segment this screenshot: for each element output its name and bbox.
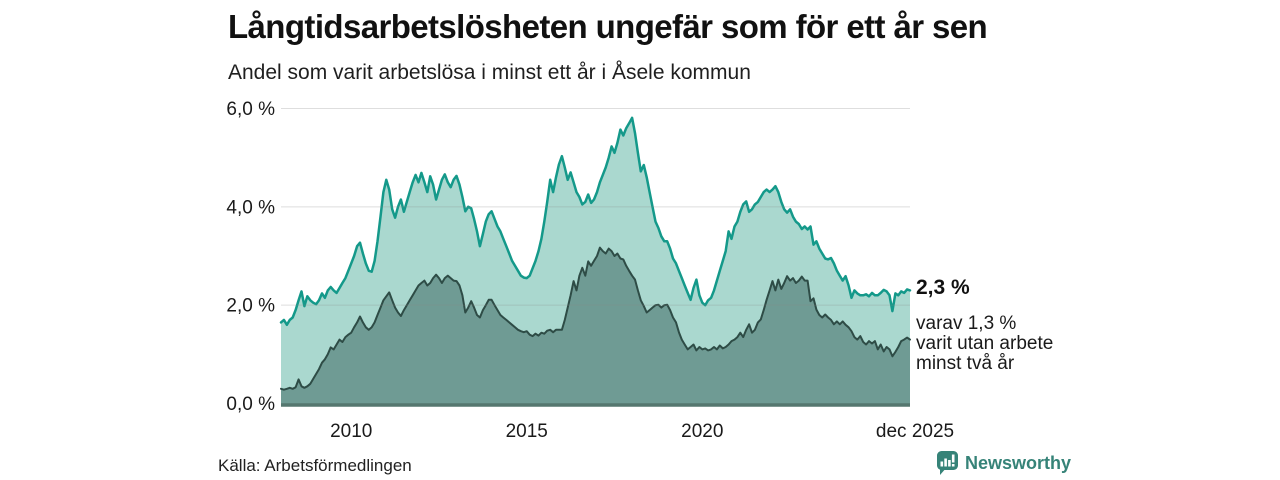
x-tick-label: dec 2025 bbox=[876, 421, 954, 442]
newsworthy-wordmark: Newsworthy bbox=[965, 452, 1072, 473]
detail-line: varit utan arbete bbox=[916, 333, 1054, 354]
y-tick-label: 0,0 % bbox=[226, 394, 275, 415]
unemployed_at_least_two_years-area bbox=[281, 247, 910, 404]
newsworthy-bubble-icon bbox=[937, 451, 958, 475]
y-tick-label: 2,0 % bbox=[226, 296, 275, 317]
detail-line: varav 1,3 % bbox=[916, 313, 1017, 334]
newsworthy-logo[interactable]: Newsworthy bbox=[936, 450, 1071, 476]
unemployed_at_least_one_year-line bbox=[279, 116, 912, 327]
latest-value-label: 2,3 % bbox=[916, 276, 970, 299]
y-tick-label: 4,0 % bbox=[226, 197, 275, 218]
detail-line: minst två år bbox=[916, 353, 1015, 374]
x-tick-label: 2020 bbox=[681, 421, 723, 442]
source-note: Källa: Arbetsförmedlingen bbox=[218, 456, 412, 475]
unemployed_at_least_two_years-line bbox=[280, 246, 911, 391]
latest-value-detail: varav 1,3 % varit utan arbete minst två … bbox=[916, 314, 1053, 374]
x-tick-label: 2015 bbox=[506, 421, 548, 442]
chart-subtitle: Andel som varit arbetslösa i minst ett å… bbox=[228, 61, 751, 84]
y-tick-label: 6,0 % bbox=[226, 99, 275, 120]
page-title: Långtidsarbetslösheten ungefär som för e… bbox=[228, 8, 988, 45]
x-tick-label: 2010 bbox=[330, 421, 372, 442]
